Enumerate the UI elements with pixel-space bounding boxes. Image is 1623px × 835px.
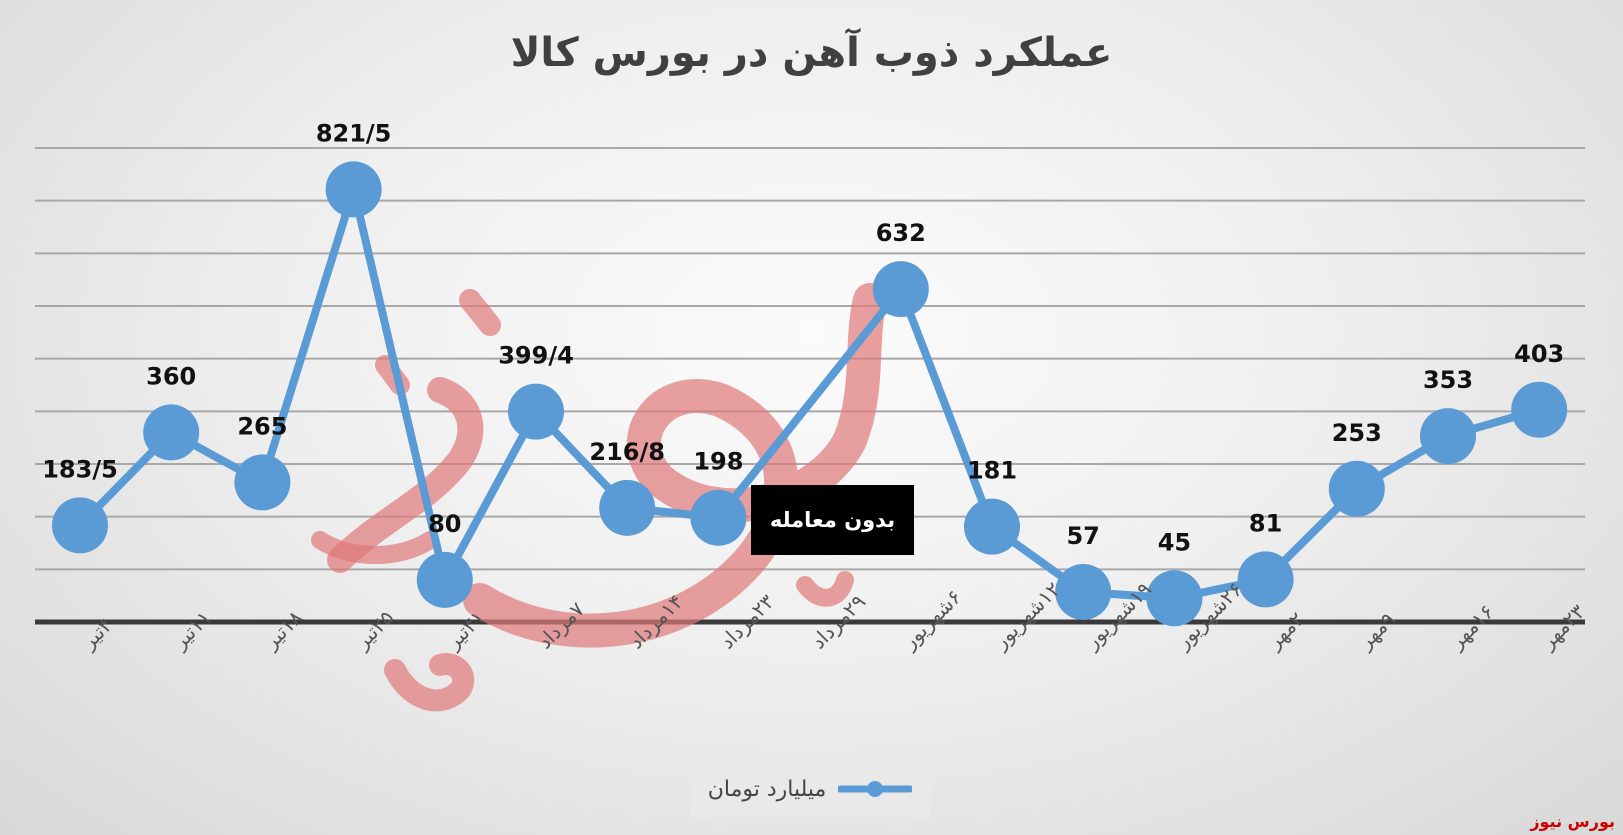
data-point: [964, 498, 1020, 555]
watermark-logo: [311, 283, 887, 712]
data-label: 399/4: [498, 342, 574, 370]
x-tick-label: ۶شهریور: [897, 585, 967, 655]
watermark-stroke: [796, 571, 854, 607]
x-tick-label: ۱۸تیر: [258, 605, 307, 654]
x-tick-label: ۲۳مهر: [1535, 599, 1590, 654]
data-label: 353: [1423, 366, 1473, 394]
data-label: 632: [876, 219, 926, 247]
x-tick-label: ۴تیر: [76, 613, 117, 654]
legend-series-label: میلیارد تومان: [707, 776, 827, 802]
legend-series-swatch: [838, 781, 913, 797]
data-label: 81: [1249, 509, 1282, 537]
data-point: [143, 404, 200, 461]
data-point: [1511, 381, 1568, 438]
data-label: 216/8: [589, 438, 665, 466]
data-label: 181: [967, 457, 1017, 485]
data-point: [1146, 570, 1203, 627]
x-tick-label: ۱۲شهریور: [988, 577, 1065, 654]
x-tick-label: ۹مهر: [1353, 607, 1400, 654]
data-points-layer: [52, 161, 1568, 627]
x-tick-label: ۲۵تیر: [349, 605, 398, 654]
series-line-layer: [76, 185, 1544, 603]
chart-title: عملکرد ذوب آهن در بورس کالا: [510, 30, 1113, 76]
watermark-stroke: [459, 289, 501, 336]
legend: میلیارد تومان: [690, 761, 930, 817]
data-label: 45: [1158, 528, 1191, 556]
data-label: 198: [693, 448, 743, 476]
data-point: [416, 551, 473, 608]
data-label: 57: [1066, 522, 1099, 550]
data-point: [508, 383, 564, 440]
watermark-stroke: [384, 653, 475, 712]
watermark-stroke: [327, 377, 484, 573]
data-point: [1055, 563, 1112, 620]
data-point: [234, 454, 291, 511]
source-label: بورس نیوز: [1530, 812, 1615, 831]
data-label: 253: [1332, 419, 1382, 447]
watermark-stroke: [311, 531, 439, 564]
data-label: 80: [428, 510, 461, 538]
x-tick-label: ۲مهر: [1261, 607, 1308, 654]
data-point: [872, 261, 929, 318]
data-point: [1237, 551, 1294, 608]
data-label: 265: [237, 412, 287, 440]
data-point: [1420, 408, 1476, 465]
data-point: [690, 489, 747, 546]
data-label: 403: [1514, 340, 1564, 368]
data-point: [325, 161, 382, 218]
data-point: [1328, 460, 1385, 517]
data-labels-layer: 183/5 360 265 821/5 80 399/4 216/8 198 632 181 57 4…: [42, 119, 1564, 556]
watermark-stroke: [463, 283, 887, 648]
series-line: [76, 185, 1544, 603]
x-tick-label: ۱۱تیر: [167, 605, 216, 654]
data-label: 183/5: [42, 455, 118, 483]
data-point: [599, 479, 656, 536]
no-trade-annotation: بدون معامله: [751, 485, 914, 555]
x-tick-label: ۱۶مهر: [1444, 599, 1499, 654]
data-point: [52, 497, 108, 554]
data-label: 821/5: [316, 119, 392, 147]
data-label: 360: [146, 362, 196, 390]
